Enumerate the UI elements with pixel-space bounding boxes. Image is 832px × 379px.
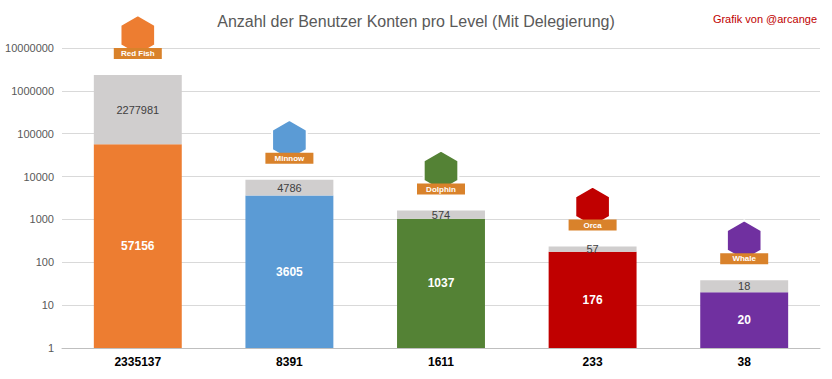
- svg-text:574: 574: [432, 209, 450, 221]
- svg-text:3605: 3605: [276, 265, 303, 279]
- svg-text:Minnow: Minnow: [275, 154, 306, 163]
- svg-text:Dolphin: Dolphin: [426, 185, 456, 194]
- svg-text:233: 233: [583, 355, 603, 369]
- svg-text:38: 38: [738, 355, 752, 369]
- svg-text:2335137: 2335137: [114, 355, 161, 369]
- svg-text:1000: 1000: [30, 213, 54, 225]
- svg-text:Grafik von @arcange: Grafik von @arcange: [713, 13, 817, 25]
- svg-text:57: 57: [586, 243, 598, 255]
- svg-text:Anzahl der Benutzer Konten pro: Anzahl der Benutzer Konten pro Level (Mi…: [217, 13, 615, 30]
- svg-text:100: 100: [36, 256, 54, 268]
- svg-text:10000000: 10000000: [5, 42, 54, 54]
- svg-text:18: 18: [738, 280, 750, 292]
- svg-text:8391: 8391: [276, 355, 303, 369]
- svg-text:4786: 4786: [277, 182, 301, 194]
- svg-text:100000: 100000: [17, 128, 54, 140]
- svg-text:1: 1: [48, 342, 54, 354]
- svg-text:57156: 57156: [121, 239, 155, 253]
- svg-text:10000: 10000: [23, 171, 54, 183]
- svg-text:20: 20: [738, 313, 752, 327]
- svg-text:176: 176: [583, 293, 603, 307]
- svg-text:1611: 1611: [428, 355, 454, 369]
- svg-text:Red Fish: Red Fish: [121, 49, 155, 58]
- svg-text:1000000: 1000000: [11, 85, 54, 97]
- svg-text:Orca: Orca: [583, 221, 602, 230]
- svg-text:Whale: Whale: [732, 254, 756, 263]
- svg-text:2277981: 2277981: [116, 104, 159, 116]
- svg-text:1037: 1037: [428, 276, 455, 290]
- svg-text:10: 10: [42, 299, 54, 311]
